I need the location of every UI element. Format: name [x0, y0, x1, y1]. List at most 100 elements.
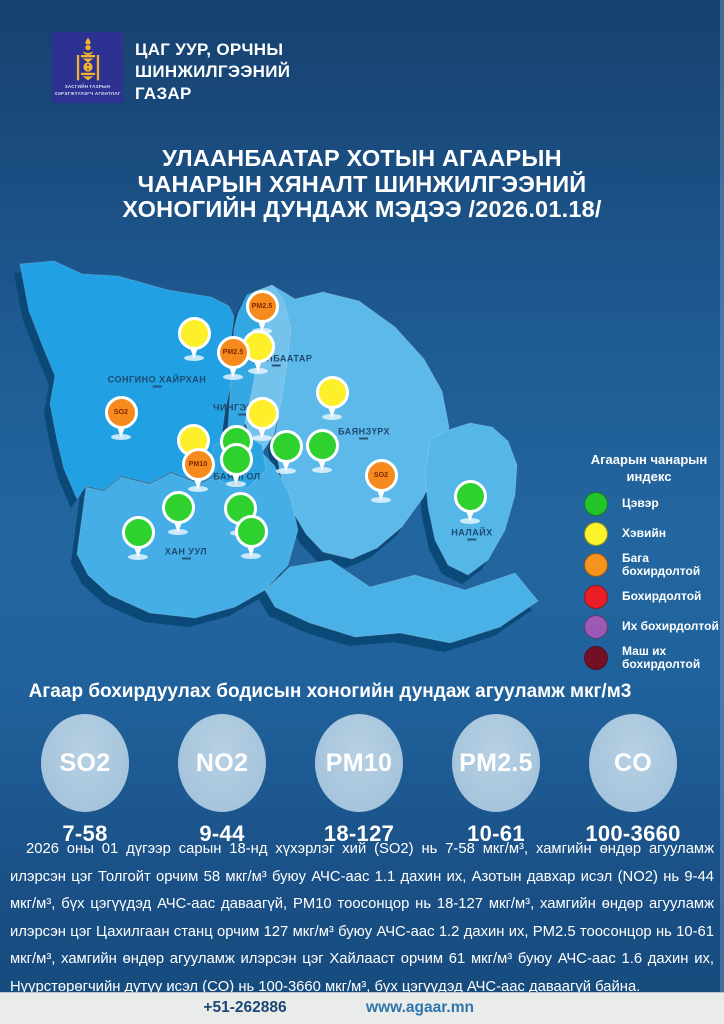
logo-caption: ЗАСГИЙН ГАЗРЫН ХЭРЭГЖҮҮЛЭГЧ АГЕНТЛАГ [54, 84, 121, 96]
legend-color-dot [584, 521, 608, 546]
pollutant-circle: SO2 [41, 714, 129, 812]
pollutant-range: 10-61 [467, 821, 525, 846]
pin-tail-icon [280, 457, 292, 472]
footer-bar: +51-262886 www.agaar.mn [0, 992, 724, 1024]
pin-tail-icon [256, 424, 268, 439]
district-label-dash [467, 538, 477, 541]
legend-item-label: Их бохирдолтой [622, 618, 719, 633]
legend-item: Маш их бохирдолтой [576, 643, 722, 672]
district-label: БАЯНЗҮРХ [338, 427, 390, 440]
pollutant-range: 9-44 [199, 821, 245, 846]
pollutant-circle: NO2 [178, 714, 266, 812]
pin-tail-icon [230, 470, 242, 485]
pin-tail-icon [192, 475, 204, 490]
district-label-text: БАЯНЗҮРХ [338, 426, 390, 437]
district-label: ХАН УУЛ [165, 547, 207, 560]
legend-item-label: Бага бохирдолтой [622, 550, 701, 579]
district-south-strip [264, 559, 539, 644]
pollutant-gas-label: SO2 [59, 748, 111, 777]
legend-item-label: Маш их бохирдолтой [622, 643, 701, 672]
legend-color-dot [584, 553, 608, 578]
legend-color-dot [584, 584, 608, 609]
legend-title: Агаарын чанарын индекс [590, 452, 708, 484]
pollutant-pm25: PM2.5 10-61 [441, 714, 551, 847]
pin-circle-icon: SO2 [104, 395, 138, 429]
district-label: НАЛАЙХ [451, 528, 492, 541]
district-label-text: СОНГИНО ХАЙРХАН [107, 374, 207, 385]
district-label: СОНГИНО ХАЙРХАН [108, 375, 206, 388]
pin-circle-icon: PM2.5 [245, 289, 279, 323]
pollutant-gas-label: NO2 [195, 748, 249, 777]
pollutants-heading: Агаар бохирдуулах бодисын хоногийн дунда… [28, 681, 632, 702]
district-label-text: НАЛАЙХ [451, 527, 493, 538]
pin-tail-icon [316, 456, 328, 471]
district-label-dash [271, 364, 281, 367]
legend-item: Их бохирдолтой [576, 614, 722, 639]
agency-logo: ЗАСГИЙН ГАЗРЫН ХЭРЭГЖҮҮЛЭГЧ АГЕНТЛАГ [52, 32, 123, 103]
legend-item: Бага бохирдолтой [576, 550, 722, 579]
legend-item: Бохирдолтой [576, 584, 722, 609]
legend-color-dot [584, 614, 608, 639]
pollutant-circle: CO [589, 714, 677, 812]
district-label-dash [359, 437, 369, 440]
legend-color-dot [584, 491, 608, 516]
pollutant-circle: PM10 [315, 714, 403, 812]
district-label-text: ХАН УУЛ [164, 546, 208, 557]
summary-paragraph: 2026 оны 01 дүгээр сарын 18-нд хүхэрлэг … [10, 841, 714, 995]
pollutant-pm10: PM10 18-127 [304, 714, 414, 847]
pin-circle-icon [121, 515, 155, 549]
pin-circle-icon [315, 375, 349, 409]
pin-tail-icon [115, 423, 127, 438]
header: ЗАСГИЙН ГАЗРЫН ХЭРЭГЖҮҮЛЭГЧ АГЕНТЛАГ ЦАГ… [52, 32, 290, 105]
pin-tail-icon [245, 542, 257, 557]
district-label-dash [238, 413, 248, 416]
pin-tail-icon [132, 543, 144, 558]
pin-circle-icon [177, 316, 211, 350]
pin-circle-icon: PM10 [181, 447, 215, 481]
pollutant-gas-label: CO [613, 748, 653, 777]
page-title: УЛААНБААТАР ХОТЫН АГААРЫН ЧАНАРЫН ХЯНАЛТ… [122, 145, 602, 222]
pollutant-no2: NO2 9-44 [167, 714, 277, 847]
website-url: www.agaar.mn [366, 999, 474, 1016]
pin-tail-icon [227, 363, 239, 378]
district-label-dash [181, 557, 191, 560]
soyombo-emblem-icon [76, 37, 99, 81]
pin-circle-icon [269, 429, 303, 463]
pollutant-so2: SO2 7-58 [30, 714, 140, 847]
legend-item-label: Бохирдолтой [622, 588, 702, 603]
pin-tail-icon [256, 317, 268, 332]
air-quality-index-legend: Агаарын чанарын индекс Цэвэр Хэвийн Бага б… [576, 452, 722, 672]
district-label-text: ЧИНГЭЛТЭЙ [213, 402, 273, 413]
legend-item-label: Хэвийн [622, 526, 667, 541]
phone-number: +51-262886 [203, 999, 287, 1016]
pollutant-circle: PM2.5 [452, 714, 540, 812]
pin-circle-icon [305, 428, 339, 462]
pin-tail-icon [375, 486, 387, 501]
pollutant-range: 100-3660 [585, 821, 681, 846]
district-label-dash [152, 385, 162, 388]
pollutant-range: 7-58 [62, 821, 108, 846]
district-label: ЧИНГЭЛТЭЙ [213, 403, 273, 416]
pin-tail-icon [464, 507, 476, 522]
pin-tail-icon [326, 403, 338, 418]
legend-item: Цэвэр [576, 491, 722, 516]
pollutants-row: SO2 7-58 NO2 9-44 PM10 18-127 PM2.5 10-61 CO 100-… [30, 714, 694, 847]
pin-tail-icon [172, 518, 184, 533]
pin-circle-icon [219, 442, 253, 476]
agency-name: ЦАГ УУР, ОРЧНЫ ШИНЖИЛГЭЭНИЙ ГАЗАР [135, 40, 291, 103]
legend-item-label: Цэвэр [622, 496, 659, 511]
legend-item: Хэвийн [576, 521, 722, 546]
pin-circle-icon [245, 396, 279, 430]
district-label: УЛААНБААТАР [240, 354, 313, 367]
pin-circle-icon: SO2 [364, 458, 398, 492]
pin-circle-icon [453, 479, 487, 513]
pollutant-gas-label: PM10 [325, 748, 393, 777]
pollutant-gas-label: PM2.5 [459, 748, 533, 777]
legend-color-dot [584, 646, 608, 671]
district-label-text: УЛААНБААТАР [239, 353, 313, 364]
legend-items: Цэвэр Хэвийн Бага бохирдолтой Бохирдолтой Их… [576, 491, 722, 672]
pin-circle-icon [234, 514, 268, 548]
pin-circle-icon [161, 490, 195, 524]
